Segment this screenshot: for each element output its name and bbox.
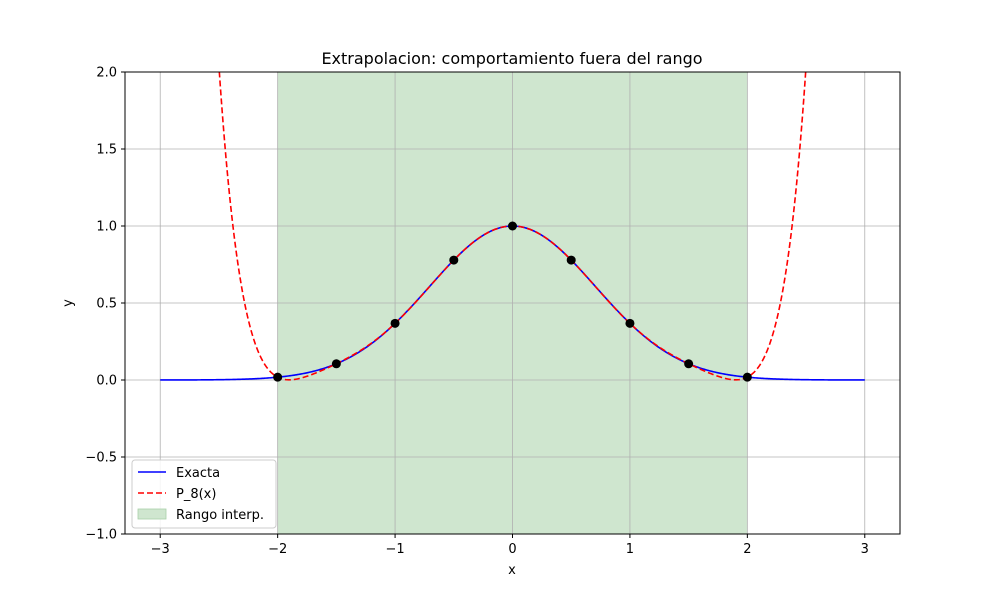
y-tick-label: 1.5 — [96, 143, 117, 158]
chart-title: Extrapolacion: comportamiento fuera del … — [321, 49, 702, 68]
node-point — [684, 359, 694, 369]
legend: Exacta P_8(x) Rango interp. — [131, 459, 277, 529]
y-tick-label: 1.0 — [96, 220, 117, 235]
legend-label-p8: P_8(x) — [176, 487, 216, 502]
y-tick-label: −1.0 — [85, 528, 117, 543]
x-tick-label: −1 — [385, 542, 404, 557]
node-point — [331, 359, 341, 369]
x-tick-label: 3 — [861, 542, 869, 557]
legend-label-exacta: Exacta — [176, 466, 220, 481]
x-tick-label: −2 — [268, 542, 287, 557]
node-point — [508, 221, 517, 231]
node-point — [742, 372, 752, 382]
y-tick-label: −0.5 — [85, 451, 117, 466]
legend-label-rango: Rango interp. — [176, 508, 264, 523]
y-axis-label: y — [61, 299, 76, 307]
node-point — [449, 255, 459, 265]
y-tick-label: 2.0 — [96, 66, 117, 81]
x-tick-label: 1 — [626, 542, 634, 557]
node-point — [566, 255, 576, 265]
x-tick-label: −3 — [151, 542, 170, 557]
plot-area: −3 −2 −1 0 1 2 3 −1.0 −0.5 0.0 0.5 1.0 1.5 2.0 — [85, 66, 901, 557]
y-tick-label: 0.0 — [96, 374, 117, 389]
x-tick-label: 0 — [508, 542, 516, 557]
x-axis-label: x — [508, 563, 516, 578]
node-point — [625, 318, 635, 328]
node-point — [390, 318, 400, 328]
node-point — [273, 372, 283, 382]
legend-swatch-rango — [137, 508, 167, 520]
legend-box — [131, 459, 277, 529]
x-tick-label: 2 — [743, 542, 751, 557]
y-tick-label: 0.5 — [96, 297, 117, 312]
